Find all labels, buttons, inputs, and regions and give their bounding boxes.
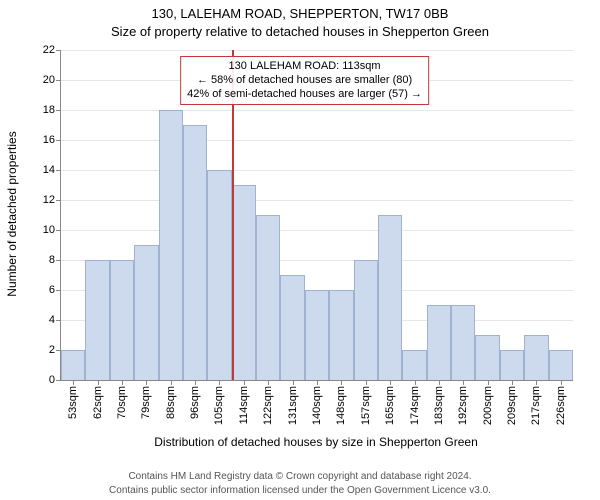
xtick-label: 217sqm <box>530 380 542 425</box>
histogram-bar <box>110 260 134 380</box>
histogram-bar <box>280 275 304 380</box>
histogram-bar <box>183 125 207 380</box>
xtick-label: 157sqm <box>360 380 372 425</box>
xtick-label: 183sqm <box>433 380 445 425</box>
xtick-label: 105sqm <box>213 380 225 425</box>
xtick-label: 226sqm <box>555 380 567 425</box>
annotation-line: 130 LALEHAM ROAD: 113sqm <box>187 60 422 74</box>
histogram-bar <box>61 350 85 380</box>
xtick-label: 79sqm <box>140 380 152 419</box>
ytick-label: 14 <box>43 164 55 176</box>
histogram-bar <box>85 260 109 380</box>
histogram-bar <box>378 215 402 380</box>
histogram-bar <box>354 260 378 380</box>
footer-line-2: Contains public sector information licen… <box>0 484 600 497</box>
xtick-label: 70sqm <box>116 380 128 419</box>
xtick-label: 131sqm <box>287 380 299 425</box>
ytick-mark <box>56 80 61 81</box>
ytick-mark <box>56 290 61 291</box>
histogram-bar <box>232 185 256 380</box>
chart-title: 130, LALEHAM ROAD, SHEPPERTON, TW17 0BB <box>0 6 600 21</box>
ytick-mark <box>56 50 61 51</box>
ytick-label: 0 <box>49 374 55 386</box>
annotation-line: 42% of semi-detached houses are larger (… <box>187 88 422 102</box>
histogram-bar <box>427 305 451 380</box>
footer-line-1: Contains HM Land Registry data © Crown c… <box>0 470 600 483</box>
xtick-label: 209sqm <box>506 380 518 425</box>
y-axis-label: Number of detached properties <box>5 49 19 379</box>
gridline-y <box>61 110 573 111</box>
ytick-mark <box>56 110 61 111</box>
histogram-bar <box>256 215 280 380</box>
ytick-label: 2 <box>49 344 55 356</box>
histogram-bar <box>451 305 475 380</box>
histogram-bar <box>207 170 231 380</box>
ytick-label: 4 <box>49 314 55 326</box>
histogram-bar <box>134 245 158 380</box>
ytick-label: 12 <box>43 194 55 206</box>
gridline-y <box>61 200 573 201</box>
ytick-label: 8 <box>49 254 55 266</box>
histogram-bar <box>524 335 548 380</box>
xtick-label: 53sqm <box>67 380 79 419</box>
histogram-bar <box>475 335 499 380</box>
ytick-label: 22 <box>43 44 55 56</box>
xtick-label: 192sqm <box>457 380 469 425</box>
histogram-bar <box>500 350 524 380</box>
histogram-bar <box>402 350 426 380</box>
xtick-label: 62sqm <box>92 380 104 419</box>
xtick-label: 165sqm <box>384 380 396 425</box>
xtick-label: 122sqm <box>262 380 274 425</box>
annotation-line: ← 58% of detached houses are smaller (80… <box>187 74 422 88</box>
ytick-mark <box>56 230 61 231</box>
xtick-label: 96sqm <box>189 380 201 419</box>
ytick-mark <box>56 170 61 171</box>
gridline-y <box>61 140 573 141</box>
ytick-mark <box>56 320 61 321</box>
histogram-bar <box>159 110 183 380</box>
xtick-label: 114sqm <box>238 380 250 424</box>
histogram-bar <box>305 290 329 380</box>
ytick-label: 10 <box>43 224 55 236</box>
xtick-label: 200sqm <box>482 380 494 425</box>
ytick-label: 16 <box>43 134 55 146</box>
ytick-label: 18 <box>43 104 55 116</box>
histogram-bar <box>549 350 573 380</box>
xtick-label: 140sqm <box>311 380 323 425</box>
ytick-label: 6 <box>49 284 55 296</box>
gridline-y <box>61 230 573 231</box>
xtick-label: 174sqm <box>409 380 421 425</box>
annotation-box: 130 LALEHAM ROAD: 113sqm← 58% of detache… <box>180 56 429 105</box>
ytick-mark <box>56 140 61 141</box>
xtick-label: 148sqm <box>335 380 347 425</box>
gridline-y <box>61 170 573 171</box>
ytick-mark <box>56 200 61 201</box>
ytick-mark <box>56 380 61 381</box>
x-axis-label: Distribution of detached houses by size … <box>60 435 572 449</box>
xtick-label: 88sqm <box>165 380 177 419</box>
chart-subtitle: Size of property relative to detached ho… <box>0 24 600 39</box>
histogram-bar <box>329 290 353 380</box>
ytick-mark <box>56 260 61 261</box>
ytick-label: 20 <box>43 74 55 86</box>
plot-area: 024681012141618202253sqm62sqm70sqm79sqm8… <box>60 50 573 381</box>
gridline-y <box>61 50 573 51</box>
